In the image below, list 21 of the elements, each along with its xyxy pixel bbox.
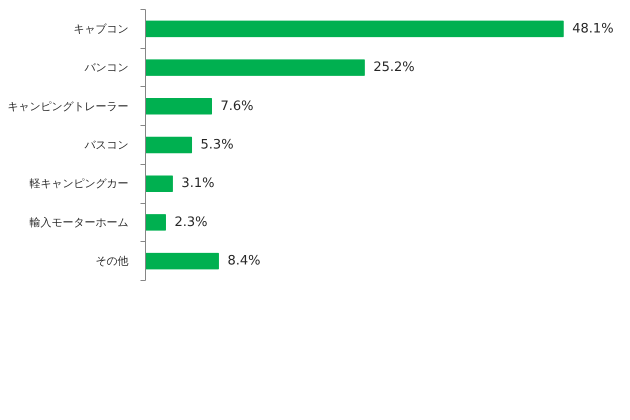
bar — [146, 136, 192, 154]
bar — [146, 98, 212, 115]
y-tick-label: 輸入モーターホーム — [30, 216, 128, 229]
y-tick-label: バンコン — [84, 61, 128, 74]
data-label: 5.3% — [200, 138, 234, 152]
y-tick-label: キャンピングトレーラー — [8, 100, 128, 113]
data-label: 8.4% — [227, 254, 260, 269]
data-label: 3.1% — [181, 176, 214, 192]
bar — [146, 59, 365, 76]
data-label: 2.3% — [174, 214, 208, 230]
data-label: 7.6% — [220, 98, 254, 114]
data-label: 48.1% — [572, 21, 614, 36]
bar — [146, 252, 219, 270]
bar — [146, 20, 564, 38]
bar — [146, 175, 173, 192]
y-tick-label: バスコン — [84, 138, 128, 152]
y-tick-label: キャブコン — [74, 22, 128, 36]
bar — [146, 214, 166, 231]
data-label: 25.2% — [373, 60, 415, 76]
y-tick-label: その他 — [96, 254, 128, 268]
y-tick-label: 軽キャンピングカー — [30, 177, 128, 190]
